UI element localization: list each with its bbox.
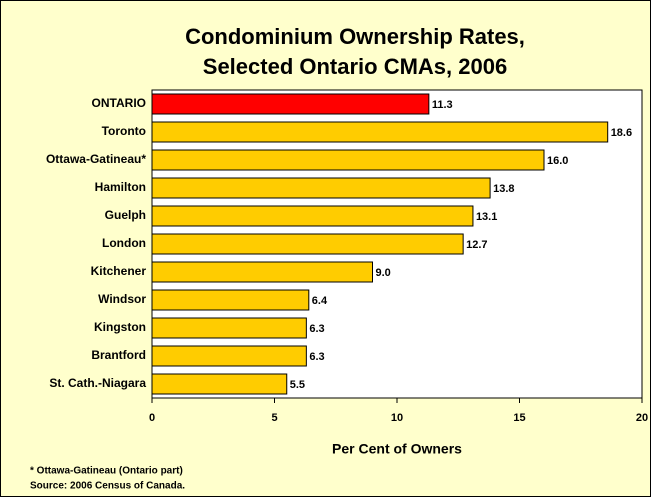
y-tick-label: Guelph [105,208,146,222]
y-tick-label: Toronto [102,124,146,138]
value-label: 11.3 [432,99,453,111]
bar [151,177,491,199]
y-tick-label: London [102,236,146,250]
footnote: * Ottawa-Gatineau (Ontario part) [30,466,183,477]
x-tick-label: 0 [149,412,155,424]
chart-title: Selected Ontario CMAs, 2006 [203,54,507,79]
bar [151,317,307,339]
footnote: Source: 2006 Census of Canada. [30,481,185,492]
bar [151,93,430,115]
bar [151,373,288,395]
x-tick-label: 15 [513,412,525,424]
x-tick-label: 20 [636,412,648,424]
y-tick-label: Brantford [91,348,146,362]
y-tick-label: St. Cath.-Niagara [49,376,146,390]
bar [151,205,474,227]
bar [151,261,373,283]
y-tick-label: Windsor [98,292,146,306]
x-tick-label: 5 [271,412,277,424]
x-axis-label: Per Cent of Owners [332,441,462,457]
value-label: 5.5 [290,379,305,391]
y-tick-label: ONTARIO [92,96,146,110]
value-label: 6.3 [309,323,324,335]
chart-title: Condominium Ownership Rates, [185,24,525,49]
value-label: 6.3 [309,351,324,363]
x-tick-label: 10 [391,412,403,424]
y-tick-label: Ottawa-Gatineau* [46,152,146,166]
bar [151,289,310,311]
bar [151,345,307,367]
value-label: 13.1 [476,211,497,223]
value-label: 16.0 [547,155,568,167]
bar [151,121,609,143]
value-label: 18.6 [611,127,632,139]
y-tick-label: Kingston [94,320,146,334]
bar [151,149,545,171]
y-tick-label: Kitchener [91,264,147,278]
y-tick-label: Hamilton [95,180,146,194]
value-label: 9.0 [376,267,391,279]
value-label: 13.8 [493,183,514,195]
value-label: 6.4 [312,295,328,307]
bar [151,233,464,255]
value-label: 12.7 [466,239,487,251]
